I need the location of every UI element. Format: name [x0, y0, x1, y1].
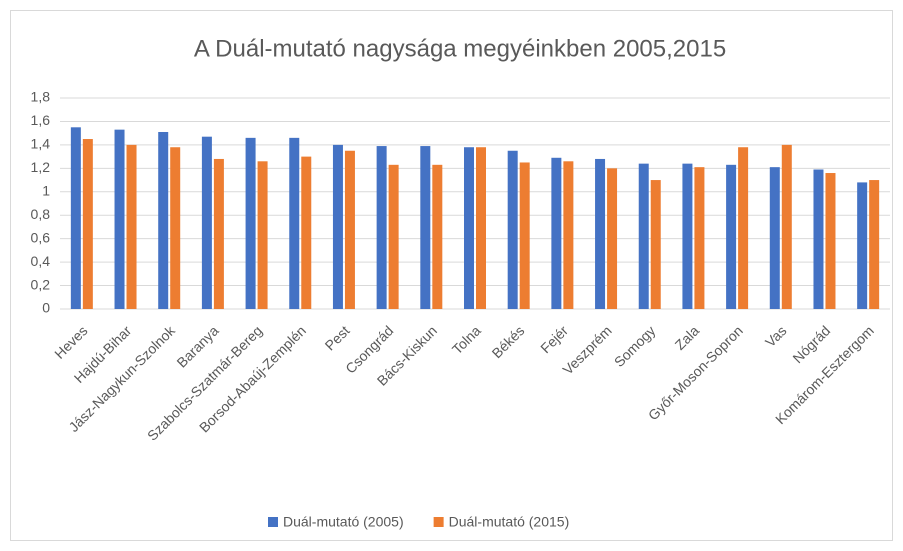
- bar: [813, 169, 824, 309]
- y-tick-label: 1,6: [31, 112, 51, 128]
- y-tick-label: 1,2: [31, 159, 51, 175]
- bar: [245, 137, 256, 309]
- y-tick-label: 0: [42, 300, 50, 316]
- legend-swatch: [268, 517, 278, 527]
- bar: [344, 150, 355, 309]
- y-tick-label: 0,2: [31, 276, 51, 292]
- bar: [213, 158, 224, 309]
- bar: [332, 144, 343, 309]
- bar: [857, 182, 868, 309]
- bar: [738, 147, 749, 309]
- bar: [607, 168, 618, 309]
- bar: [519, 162, 530, 309]
- y-tick-label: 0,6: [31, 229, 51, 245]
- bar: [257, 161, 268, 309]
- y-tick-label: 0,8: [31, 206, 51, 222]
- bar: [420, 146, 431, 309]
- bar: [289, 137, 300, 309]
- bar: [70, 127, 81, 309]
- legend-label: Duál-mutató (2005): [283, 514, 404, 530]
- bar: [650, 180, 661, 309]
- legend-swatch: [433, 517, 444, 527]
- bar: [170, 147, 181, 309]
- bar: [301, 156, 312, 309]
- bar: [476, 147, 486, 309]
- bar: [638, 163, 649, 309]
- bar: [201, 136, 212, 309]
- bar: [769, 167, 780, 309]
- bar: [682, 163, 693, 309]
- bar: [507, 150, 518, 309]
- bar: [464, 147, 474, 309]
- bar: [126, 144, 137, 309]
- chart-title: A Duál-mutató nagysága megyéinkben 2005,…: [194, 35, 726, 62]
- bar: [563, 161, 574, 309]
- bar: [726, 164, 737, 309]
- bar: [376, 146, 387, 309]
- bar: [158, 131, 169, 309]
- bar: [595, 158, 606, 309]
- bar: [432, 164, 443, 309]
- bar: [551, 157, 562, 309]
- bar: [781, 144, 792, 309]
- legend-label: Duál-mutató (2015): [449, 514, 570, 530]
- bar: [82, 139, 93, 309]
- y-tick-label: 1: [42, 182, 50, 198]
- bar: [694, 167, 705, 309]
- chart-frame: [10, 10, 893, 541]
- y-tick-label: 1,8: [31, 89, 51, 105]
- y-tick-label: 1,4: [31, 136, 51, 152]
- bar: [825, 173, 836, 309]
- y-tick-label: 0,4: [31, 253, 51, 269]
- bar: [869, 180, 880, 309]
- bar: [114, 129, 125, 309]
- bar: [388, 164, 399, 309]
